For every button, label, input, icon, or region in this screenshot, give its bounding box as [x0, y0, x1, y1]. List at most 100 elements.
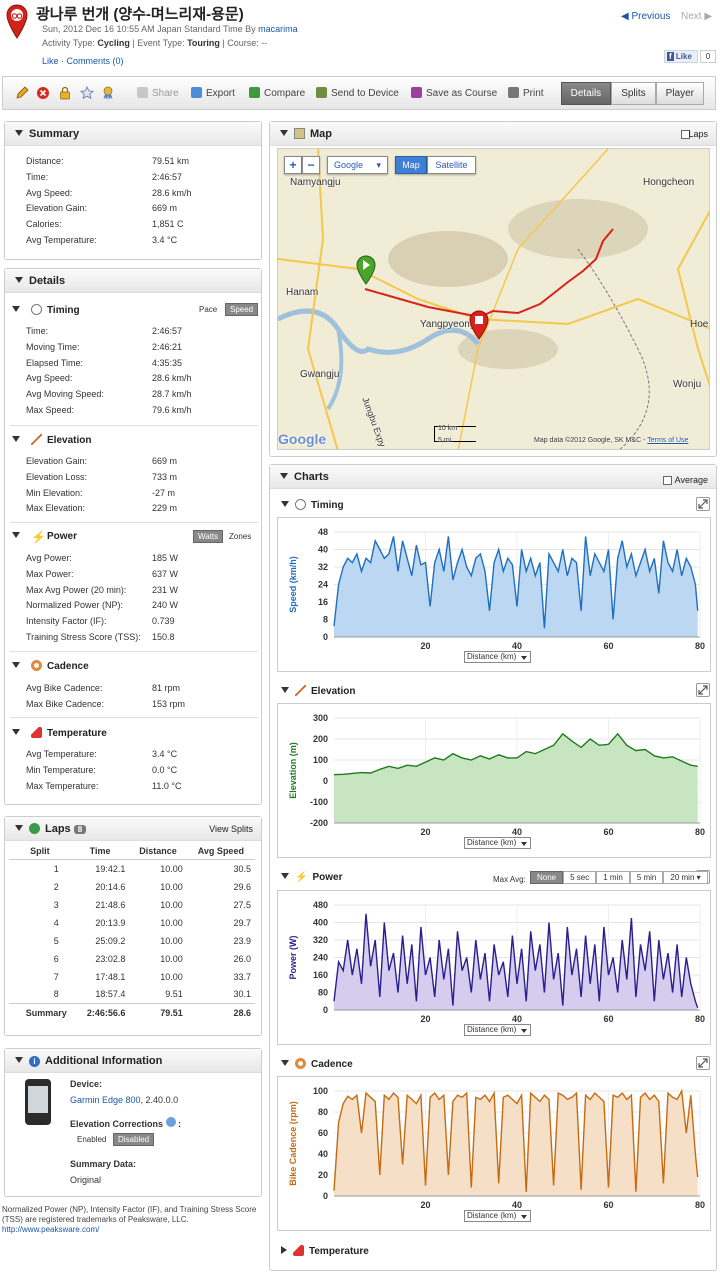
help-icon[interactable] [165, 1117, 176, 1127]
tab-details[interactable]: Details [560, 82, 612, 105]
timing-section-header[interactable]: Timing [12, 304, 80, 316]
facebook-like-count: 0 [700, 50, 716, 63]
map-header[interactable]: Map Laps [270, 122, 716, 146]
expand-chart-icon[interactable] [696, 683, 710, 697]
max-avg-5sec-button[interactable]: 5 sec [563, 871, 597, 884]
edit-pencil-icon[interactable] [15, 86, 29, 100]
max-avg-5min-button[interactable]: 5 min [629, 871, 664, 884]
map-title: Map [310, 128, 332, 140]
chart-header-temperature[interactable]: Temperature [281, 1245, 369, 1257]
device-link[interactable]: Garmin Edge 800 [70, 1095, 141, 1105]
collapse-triangle-icon [15, 825, 23, 831]
temperature-section-header[interactable]: Temperature [12, 727, 107, 739]
max-avg-1min-button[interactable]: 1 min [596, 871, 630, 884]
divider [10, 425, 258, 426]
view-splits-link[interactable]: View Splits [209, 824, 253, 834]
table-cell: 7 [53, 971, 59, 982]
chart-timing[interactable]: 0 8 16 24 32 40 48 20 40 60 80 Speed (km/h) Distance… [277, 517, 711, 672]
zoom-in-button[interactable]: + [284, 156, 302, 174]
speed-toggle[interactable]: Speed [225, 303, 259, 316]
enabled-toggle[interactable]: Enabled [77, 1135, 107, 1144]
author-link[interactable]: macarima [258, 24, 298, 34]
charts-header[interactable]: Charts Average [270, 465, 716, 489]
chart-title-cadence: Cadence [311, 1059, 353, 1070]
next-link[interactable]: Next ▶ [681, 11, 712, 22]
timing-stat-label: Elapsed Time: [26, 357, 84, 368]
column-header-distance[interactable]: Distance [129, 843, 187, 860]
average-checkbox[interactable] [663, 476, 672, 485]
zoom-out-button[interactable]: − [302, 156, 320, 174]
watts-toggle[interactable]: Watts [193, 530, 224, 543]
x-axis-select[interactable]: Distance (km) [464, 1210, 532, 1222]
chart-header-power[interactable]: ⚡ Power [281, 872, 342, 883]
x-tick-label: 60 [603, 1200, 613, 1210]
favorite-star-icon[interactable] [80, 86, 94, 100]
start-marker-icon[interactable] [356, 255, 376, 285]
column-header-avg-speed[interactable]: Avg Speed [186, 843, 255, 860]
pace-toggle[interactable]: Pace [199, 305, 218, 314]
end-marker-icon[interactable] [469, 310, 489, 340]
export-button[interactable]: Export [191, 87, 235, 99]
export-label: Export [206, 88, 235, 99]
cadence-section-header[interactable]: Cadence [12, 660, 89, 672]
table-cell: 10.00 [160, 953, 183, 964]
map-type-satellite-button[interactable]: Satellite [427, 156, 476, 174]
save-as-course-button[interactable]: Save as Course [411, 87, 497, 99]
laps-header[interactable]: Laps 8 View Splits [5, 817, 261, 841]
timing-stat-row: Max Speed: 79.6 km/h [26, 405, 192, 415]
x-axis-select[interactable]: Distance (km) [464, 1024, 532, 1036]
peaksware-link[interactable]: http://www.peaksware.com/ [2, 1225, 100, 1234]
laps-checkbox[interactable] [681, 130, 690, 139]
additional-info-header[interactable]: i Additional Information [5, 1049, 261, 1073]
chart-header-elevation[interactable]: Elevation [281, 685, 355, 697]
previous-link[interactable]: ◀ Previous [621, 11, 670, 22]
badge-ribbon-icon[interactable] [101, 86, 115, 100]
delete-icon[interactable] [36, 86, 50, 100]
table-cell: 10.00 [160, 881, 183, 892]
share-button[interactable]: Share [137, 87, 179, 99]
temperature-stat-label: Min Temperature: [26, 764, 96, 775]
timing-stat-row: Avg Moving Speed: 28.7 km/h [26, 389, 192, 399]
x-tick-label: 80 [695, 641, 705, 651]
column-header-time[interactable]: Time [70, 843, 130, 860]
print-button[interactable]: Print [508, 87, 544, 99]
terms-of-use-link[interactable]: Terms of Use [647, 437, 689, 444]
max-avg-20min-button[interactable]: 20 min ▾ [663, 871, 708, 884]
tab-splits[interactable]: Splits [611, 82, 656, 105]
map-type-map-button[interactable]: Map [395, 156, 427, 174]
activity-header: 광나루 번개 (양수-며느리재-용문) Sun, 2012 Dec 16 10:… [0, 0, 720, 74]
column-header-split[interactable]: Split [9, 843, 71, 860]
zones-toggle[interactable]: Zones [229, 532, 252, 541]
tab-player[interactable]: Player [655, 82, 704, 105]
map-provider-select[interactable]: Google ▾ [327, 156, 388, 174]
summary-cell: 79.51 [129, 1003, 187, 1022]
lock-icon[interactable] [58, 86, 72, 100]
timing-stat-label: Avg Speed: [26, 373, 73, 384]
send-to-device-button[interactable]: Send to Device [316, 87, 399, 99]
x-axis-select[interactable]: Distance (km) [464, 651, 532, 663]
like-link[interactable]: Like [42, 56, 59, 66]
chart-power[interactable]: 0 80 160 240 320 400 480 20 40 60 80 Power (W) Dista… [277, 890, 711, 1045]
compare-button[interactable]: Compare [249, 87, 305, 99]
disabled-toggle[interactable]: Disabled [113, 1133, 155, 1146]
comments-link[interactable]: Comments (0) [66, 56, 124, 66]
series-line [333, 732, 698, 776]
facebook-like-button[interactable]: f Like [664, 50, 698, 63]
route-map[interactable]: + − Google ▾ Map Satellite Namyangju Hong… [277, 148, 710, 450]
expand-chart-icon[interactable] [696, 1056, 710, 1070]
chart-elevation[interactable]: -200 -100 0 100 200 300 20 40 60 80 Elevation (m) D… [277, 703, 711, 858]
power-stat-value: 185 W [152, 553, 179, 563]
timing-stat-label: Moving Time: [26, 341, 80, 352]
chart-header-timing[interactable]: Timing [281, 499, 344, 511]
chart-cadence[interactable]: 0 20 40 60 80 100 20 40 60 80 Bike Cadence (rpm) Di… [277, 1076, 711, 1231]
summary-header[interactable]: Summary [5, 122, 261, 146]
max-avg-none-button[interactable]: None [530, 871, 564, 884]
series-area [334, 536, 698, 637]
expand-chart-icon[interactable] [696, 497, 710, 511]
chart-header-cadence[interactable]: Cadence [281, 1058, 353, 1070]
x-axis-select[interactable]: Distance (km) [464, 837, 532, 849]
details-header[interactable]: Details [5, 269, 261, 293]
power-section-header[interactable]: ⚡Power [12, 531, 77, 543]
elevation-section-header[interactable]: Elevation [12, 434, 91, 446]
details-panel: Details [4, 268, 262, 805]
